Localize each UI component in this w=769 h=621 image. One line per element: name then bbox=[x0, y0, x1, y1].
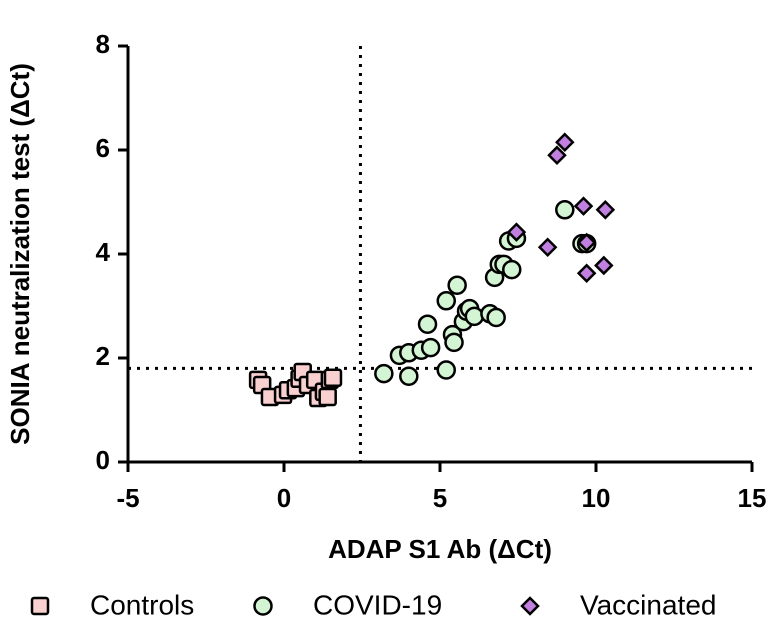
legend-label: Controls bbox=[90, 589, 194, 620]
point bbox=[444, 332, 464, 353]
y-tick-label: 4 bbox=[96, 237, 111, 267]
point bbox=[417, 314, 438, 334]
x-tick-label: 0 bbox=[277, 483, 291, 513]
point bbox=[576, 232, 597, 253]
point bbox=[573, 196, 594, 216]
legend-marker bbox=[520, 596, 540, 616]
legend-marker bbox=[253, 596, 273, 616]
point bbox=[436, 360, 456, 380]
point bbox=[555, 200, 575, 220]
point bbox=[318, 387, 337, 407]
point bbox=[486, 307, 506, 328]
legend-label: Vaccinated bbox=[580, 589, 716, 620]
y-axis-label: SONIA neutralization test (ΔCt) bbox=[5, 63, 35, 445]
point bbox=[420, 337, 441, 358]
point bbox=[502, 259, 522, 280]
y-tick-label: 6 bbox=[96, 133, 110, 163]
point bbox=[436, 291, 456, 311]
y-tick-label: 8 bbox=[96, 29, 110, 59]
x-tick-label: -5 bbox=[116, 483, 139, 513]
point bbox=[323, 368, 343, 388]
x-tick-label: 15 bbox=[738, 483, 767, 513]
point bbox=[447, 275, 467, 295]
point bbox=[537, 237, 558, 258]
legend-label: COVID-19 bbox=[313, 589, 442, 620]
point bbox=[506, 222, 527, 242]
y-tick-label: 0 bbox=[96, 445, 110, 475]
point bbox=[374, 363, 394, 384]
legend-marker bbox=[30, 596, 50, 616]
point bbox=[547, 145, 567, 165]
x-tick-label: 10 bbox=[582, 483, 611, 513]
x-tick-label: 5 bbox=[433, 483, 447, 513]
point bbox=[595, 200, 616, 220]
point bbox=[464, 306, 485, 327]
point bbox=[594, 255, 614, 276]
point bbox=[576, 263, 597, 284]
x-axis-label: ADAP S1 Ab (ΔCt) bbox=[328, 534, 552, 564]
point bbox=[399, 366, 419, 386]
y-tick-label: 2 bbox=[96, 341, 110, 371]
point bbox=[555, 132, 575, 152]
